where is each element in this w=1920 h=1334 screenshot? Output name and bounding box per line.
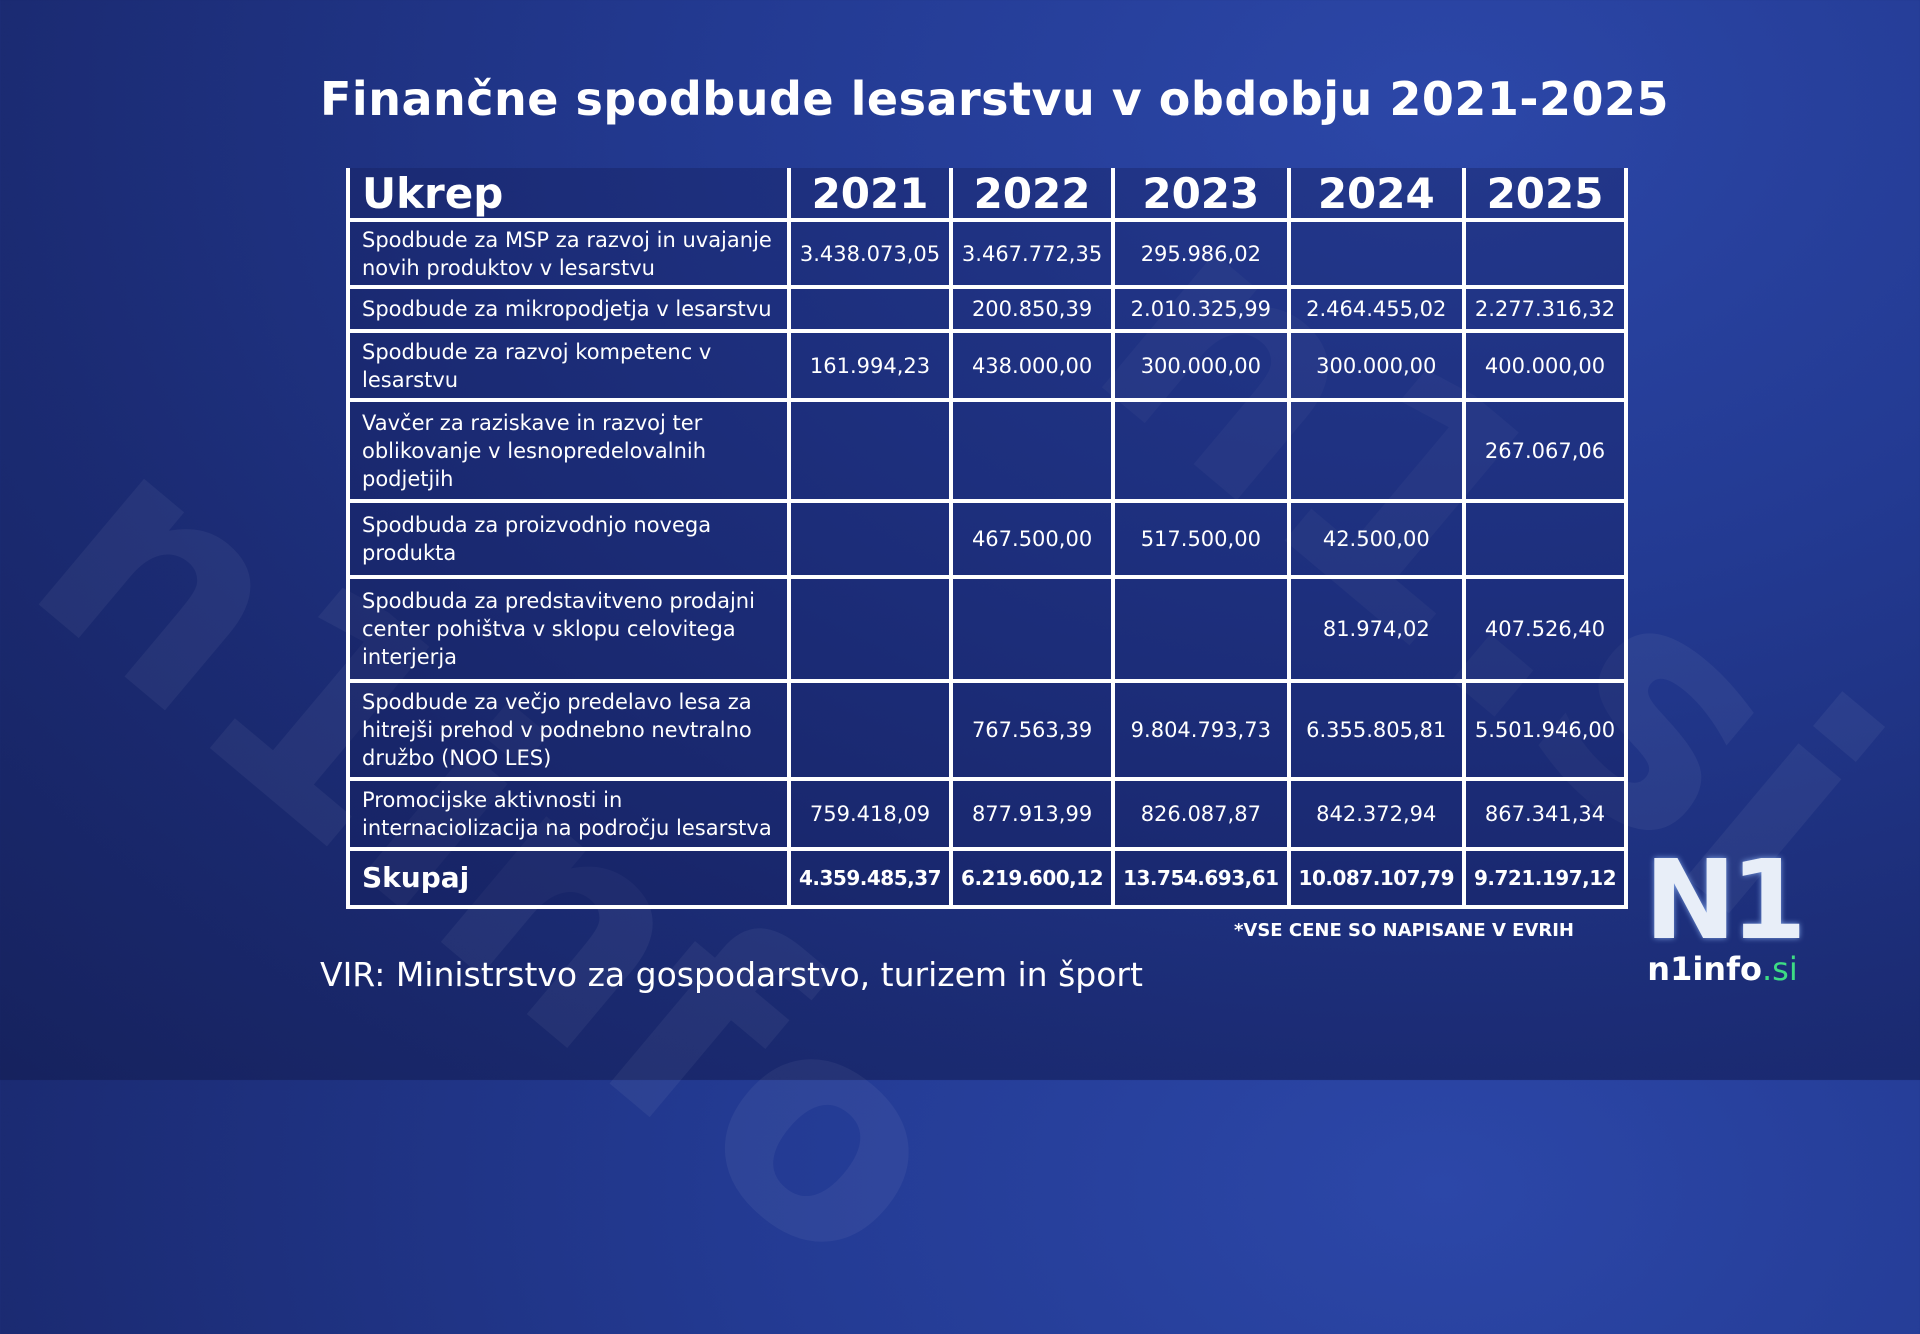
measure-label: Spodbude za razvoj kompetenc v lesarstvu xyxy=(346,329,791,402)
amount-cell: 2.464.455,02 xyxy=(1286,285,1467,333)
table-row: Spodbuda za predstavitveno prodajni cent… xyxy=(346,575,1629,683)
amount-cell xyxy=(949,398,1116,503)
amount-cell: 295.986,02 xyxy=(1111,218,1291,289)
amount-cell: 842.372,94 xyxy=(1286,777,1467,851)
amount-cell: 267.067,06 xyxy=(1461,398,1629,503)
table-row: Spodbude za mikropodjetja v lesarstvu 200… xyxy=(346,285,1629,333)
table-row: Vavčer za raziskave in razvoj ter obliko… xyxy=(346,398,1629,503)
amount-cell xyxy=(786,398,954,503)
measure-label: Spodbuda za proizvodnjo novega produkta xyxy=(346,499,791,579)
amount-cell: 767.563,39 xyxy=(949,679,1116,781)
header-year: 2022 xyxy=(949,168,1116,222)
amount-cell: 3.438.073,05 xyxy=(786,218,954,289)
header-year: 2023 xyxy=(1111,168,1291,222)
table-header-row: Ukrep 2021 2022 2023 2024 2025 xyxy=(346,168,1629,222)
header-year: 2024 xyxy=(1286,168,1467,222)
currency-note: *VSE CENE SO NAPISANE V EVRIH xyxy=(1234,920,1574,941)
amount-cell: 3.467.772,35 xyxy=(949,218,1116,289)
amount-cell: 200.850,39 xyxy=(949,285,1116,333)
amount-cell xyxy=(1286,218,1467,289)
table-row: Promocijske aktivnosti in internacioliza… xyxy=(346,777,1629,851)
table-row: Spodbude za razvoj kompetenc v lesarstvu… xyxy=(346,329,1629,402)
site-name-main: n1info xyxy=(1647,950,1762,988)
amount-cell: 438.000,00 xyxy=(949,329,1116,402)
total-row: Skupaj 4.359.485,37 6.219.600,12 13.754.693… xyxy=(346,847,1629,909)
amount-cell: 867.341,34 xyxy=(1461,777,1629,851)
amount-cell xyxy=(786,499,954,579)
total-amount-cell: 6.219.600,12 xyxy=(949,847,1116,909)
amount-cell: 81.974,02 xyxy=(1286,575,1467,683)
amount-cell xyxy=(1461,499,1629,579)
amount-cell: 400.000,00 xyxy=(1461,329,1629,402)
amount-cell xyxy=(1111,398,1291,503)
measure-label: Spodbude za mikropodjetja v lesarstvu xyxy=(346,285,791,333)
header-year: 2025 xyxy=(1461,168,1629,222)
measure-label: Promocijske aktivnosti in internacioliza… xyxy=(346,777,791,851)
total-amount-cell: 4.359.485,37 xyxy=(786,847,954,909)
n1-logo: N1 n1info.si xyxy=(1640,836,1807,988)
table-row: Spodbuda za proizvodnjo novega produkta 4… xyxy=(346,499,1629,579)
amount-cell: 759.418,09 xyxy=(786,777,954,851)
amount-cell xyxy=(1461,218,1629,289)
amount-cell xyxy=(949,575,1116,683)
amount-cell: 161.994,23 xyxy=(786,329,954,402)
amount-cell: 2.277.316,32 xyxy=(1461,285,1629,333)
table-row: Spodbude za večjo predelavo lesa za hitr… xyxy=(346,679,1629,781)
measure-label: Spodbude za MSP za razvoj in uvajanje no… xyxy=(346,218,791,289)
amount-cell: 407.526,40 xyxy=(1461,575,1629,683)
table-row: Spodbude za MSP za razvoj in uvajanje no… xyxy=(346,218,1629,289)
measure-label: Spodbude za večjo predelavo lesa za hitr… xyxy=(346,679,791,781)
amount-cell xyxy=(786,285,954,333)
site-name-tld: .si xyxy=(1761,950,1798,988)
amount-cell xyxy=(1111,575,1291,683)
header-year: 2021 xyxy=(786,168,954,222)
amount-cell: 300.000,00 xyxy=(1111,329,1291,402)
amount-cell: 2.010.325,99 xyxy=(1111,285,1291,333)
total-amount-cell: 10.087.107,79 xyxy=(1286,847,1467,909)
page-title: Finančne spodbude lesarstvu v obdobju 20… xyxy=(320,72,1669,126)
measure-label: Spodbuda za predstavitveno prodajni cent… xyxy=(346,575,791,683)
funding-table: Ukrep 2021 2022 2023 2024 2025 Spodbude … xyxy=(346,168,1629,909)
amount-cell: 300.000,00 xyxy=(1286,329,1467,402)
amount-cell: 9.804.793,73 xyxy=(1111,679,1291,781)
amount-cell: 6.355.805,81 xyxy=(1286,679,1467,781)
source-text: VIR: Ministrstvo za gospodarstvo, turize… xyxy=(320,955,1143,994)
header-measure: Ukrep xyxy=(346,168,791,222)
amount-cell xyxy=(786,679,954,781)
total-amount-cell: 9.721.197,12 xyxy=(1461,847,1629,909)
amount-cell: 467.500,00 xyxy=(949,499,1116,579)
amount-cell: 877.913,99 xyxy=(949,777,1116,851)
n1-logo-mark: N1 xyxy=(1644,836,1807,964)
site-name: n1info.si xyxy=(1640,950,1805,988)
amount-cell: 826.087,87 xyxy=(1111,777,1291,851)
amount-cell xyxy=(786,575,954,683)
amount-cell: 42.500,00 xyxy=(1286,499,1467,579)
amount-cell: 5.501.946,00 xyxy=(1461,679,1629,781)
measure-label: Vavčer za raziskave in razvoj ter obliko… xyxy=(346,398,791,503)
total-label: Skupaj xyxy=(346,847,791,909)
amount-cell xyxy=(1286,398,1467,503)
total-amount-cell: 13.754.693,61 xyxy=(1111,847,1291,909)
amount-cell: 517.500,00 xyxy=(1111,499,1291,579)
